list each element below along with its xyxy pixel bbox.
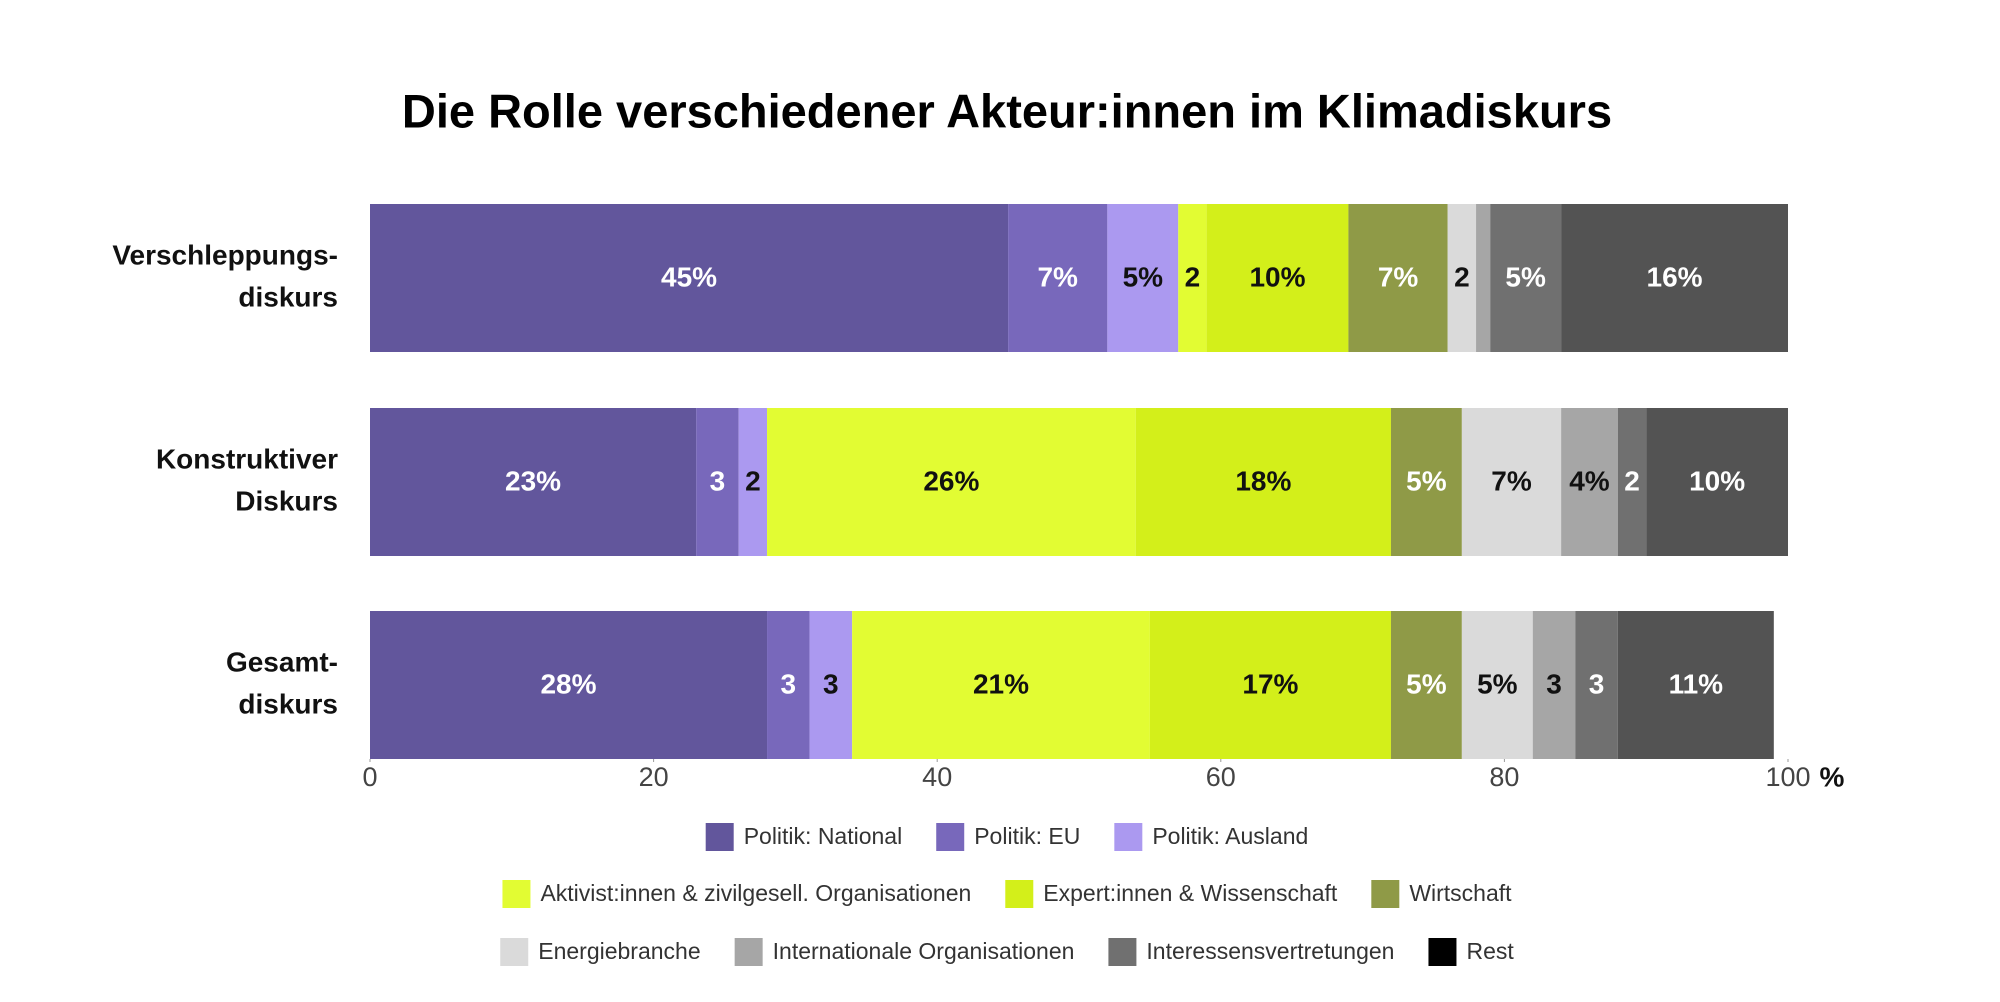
value-label: 16% <box>1647 261 1703 292</box>
bar-segment <box>370 408 697 556</box>
chart-title: Die Rolle verschiedener Akteur:innen im … <box>402 84 1612 137</box>
value-label: 45% <box>661 261 717 292</box>
value-label: 3 <box>1546 668 1562 699</box>
bar-segment <box>1390 408 1462 556</box>
bar-segment <box>696 408 739 556</box>
bar-segment <box>1646 408 1788 556</box>
value-label: 5% <box>1505 261 1546 292</box>
value-label: 23% <box>505 465 561 496</box>
value-label: 21% <box>973 668 1029 699</box>
bar-segment <box>1107 204 1179 352</box>
category-label: Verschleppungs- <box>112 239 338 270</box>
bar-segment <box>370 611 768 759</box>
legend-swatch <box>1114 823 1143 851</box>
legend-label: Politik: Ausland <box>1152 823 1308 849</box>
bar-segment <box>1476 204 1491 352</box>
x-tick-label: 100 <box>1765 762 1810 792</box>
value-label: 18% <box>1235 465 1291 496</box>
value-label: 2 <box>1454 261 1470 292</box>
value-label: 3 <box>781 668 797 699</box>
bar-segment <box>767 408 1136 556</box>
legend-label: Rest <box>1466 938 1514 964</box>
category-label: Diskurs <box>235 485 338 516</box>
value-label: 11% <box>1669 668 1724 699</box>
value-label: 28% <box>540 668 596 699</box>
x-axis-unit: % <box>1820 761 1845 792</box>
value-label: 7% <box>1037 261 1078 292</box>
x-tick-label: 60 <box>1206 762 1236 792</box>
x-tick-label: 20 <box>639 762 669 792</box>
value-label: 26% <box>923 465 979 496</box>
bar-segment <box>1447 204 1477 352</box>
bar-segment <box>1008 204 1108 352</box>
bar-segment <box>1617 408 1647 556</box>
value-label: 3 <box>823 668 839 699</box>
value-label: 2 <box>1624 465 1640 496</box>
value-label: 5% <box>1123 261 1164 292</box>
value-label: 10% <box>1689 465 1745 496</box>
bar-segment <box>1561 408 1618 556</box>
bar-segment <box>1149 611 1391 759</box>
value-label: 4% <box>1569 465 1610 496</box>
bar-segment <box>1561 204 1788 352</box>
bar-segment <box>852 611 1150 759</box>
value-label: 5% <box>1406 465 1447 496</box>
bar-segment <box>1178 204 1207 352</box>
category-label: diskurs <box>238 281 338 312</box>
value-label: 3 <box>1589 668 1605 699</box>
legend-label: Politik: National <box>744 823 903 849</box>
legend-swatch <box>500 938 529 966</box>
value-label: 7% <box>1378 261 1419 292</box>
bar-segment <box>1532 611 1576 759</box>
legend-swatch <box>705 823 734 851</box>
bar-segment <box>1461 408 1562 556</box>
legend-swatch <box>734 938 763 966</box>
value-label: 2 <box>1185 261 1201 292</box>
value-label: 10% <box>1249 261 1305 292</box>
legend-label: Politik: EU <box>974 823 1080 849</box>
legend-swatch <box>502 880 531 908</box>
legend-label: Energiebranche <box>538 938 700 964</box>
bar-segment <box>1575 611 1618 759</box>
bar-segment <box>1135 408 1391 556</box>
value-label: 7% <box>1491 465 1532 496</box>
bar-segment <box>1490 204 1562 352</box>
legend-swatch <box>1428 938 1457 966</box>
bar-segment <box>1348 204 1448 352</box>
bar-segment <box>809 611 853 759</box>
legend-swatch <box>1005 880 1034 908</box>
legend-label: Aktivist:innen & zivilgesell. Organisati… <box>540 880 971 906</box>
x-tick-label: 40 <box>922 762 952 792</box>
bar-segment <box>1461 611 1533 759</box>
legend-label: Wirtschaft <box>1409 880 1512 906</box>
bar-segment <box>1617 611 1774 759</box>
legend-swatch <box>1108 938 1137 966</box>
legend-swatch <box>936 823 965 851</box>
legend-swatch <box>1371 880 1400 908</box>
value-label: 5% <box>1406 668 1447 699</box>
category-label: Gesamt- <box>226 646 338 677</box>
bar-segment <box>1206 204 1349 352</box>
value-label: 5% <box>1477 668 1518 699</box>
value-label: 2 <box>745 465 761 496</box>
bar-segment <box>767 611 810 759</box>
x-tick-label: 0 <box>362 762 377 792</box>
value-label: 3 <box>710 465 726 496</box>
legend-label: Internationale Organisationen <box>773 938 1075 964</box>
bar-segment <box>1390 611 1462 759</box>
value-label: 17% <box>1242 668 1298 699</box>
bar-segment <box>738 408 768 556</box>
bar-segment <box>370 204 1009 352</box>
legend-label: Interessensvertretungen <box>1146 938 1394 964</box>
x-tick-label: 80 <box>1489 762 1519 792</box>
category-label: Konstruktiver <box>156 443 338 474</box>
legend-label: Expert:innen & Wissenschaft <box>1043 880 1338 906</box>
category-label: diskurs <box>238 688 338 719</box>
